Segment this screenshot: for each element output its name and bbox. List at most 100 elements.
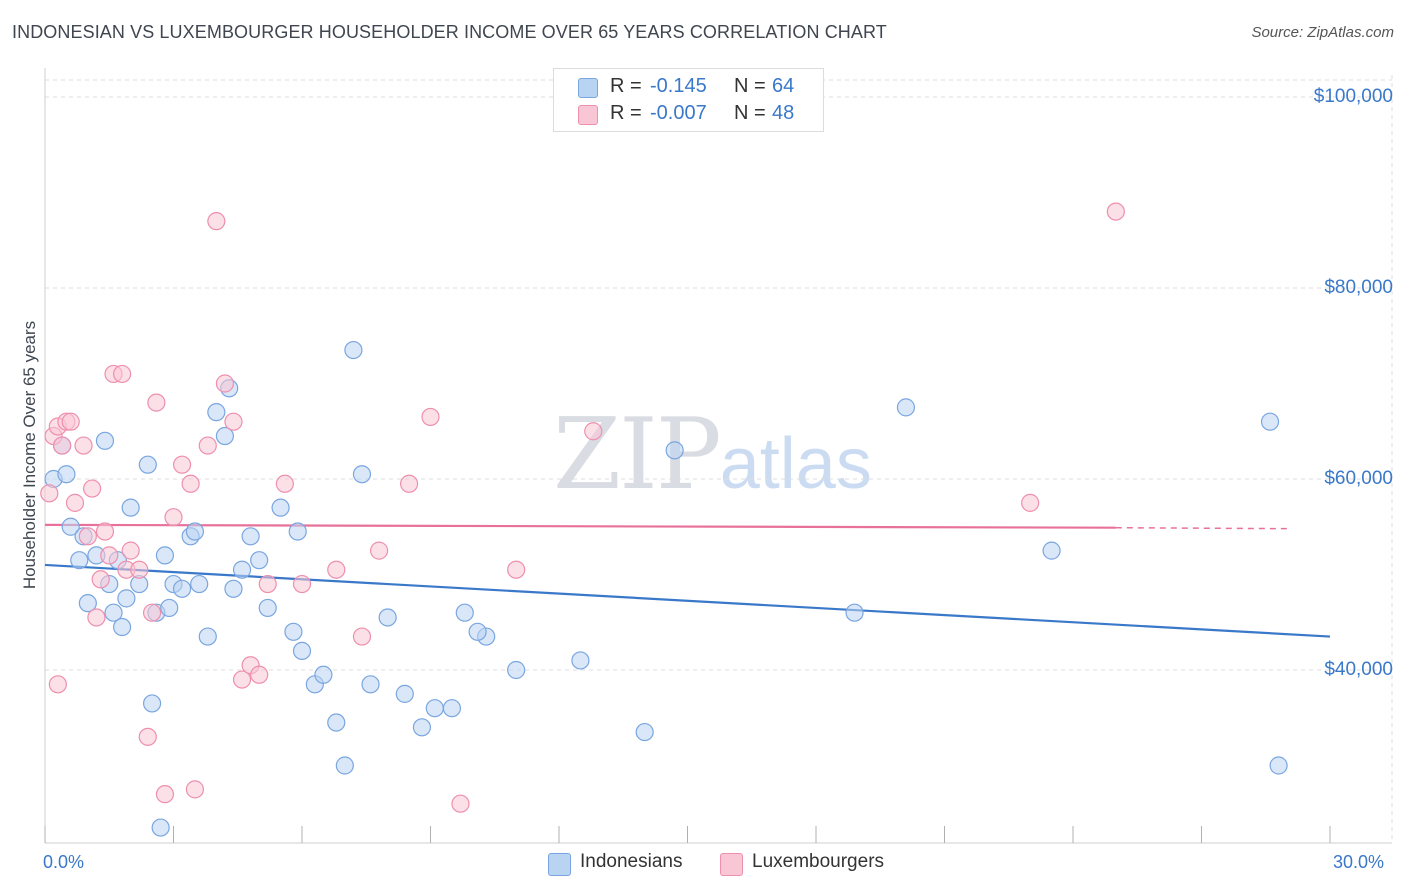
stats-n-value: 48 (772, 102, 795, 124)
watermark: ZIPatlas (553, 405, 872, 504)
point-luxembourgers (185, 780, 205, 799)
point-luxembourgers (61, 412, 80, 431)
point-indonesians (395, 684, 414, 703)
watermark-zip: ZIP (553, 398, 722, 512)
legend-swatch-luxembourgers (720, 853, 743, 876)
data-points (40, 202, 1288, 837)
stats-n-label: N = (734, 75, 766, 97)
trend-line-indonesians (44, 563, 1331, 638)
point-indonesians (151, 818, 170, 837)
legend-label-indonesians: Indonesians (580, 851, 683, 872)
point-luxembourgers (451, 794, 470, 813)
point-indonesians (468, 622, 487, 641)
point-indonesians (344, 340, 363, 360)
stats-swatch-indonesians (578, 78, 598, 98)
point-luxembourgers (83, 479, 102, 498)
point-luxembourgers (215, 374, 234, 393)
point-luxembourgers (78, 527, 97, 546)
stats-n-label: N = (734, 102, 766, 124)
point-indonesians (361, 675, 380, 694)
y-axis-label: Householder Income Over 65 years (20, 320, 39, 590)
point-indonesians (138, 455, 157, 474)
point-indonesians (198, 627, 217, 646)
point-indonesians (571, 651, 590, 670)
point-indonesians (292, 641, 312, 661)
point-luxembourgers (370, 541, 389, 560)
point-luxembourgers (250, 665, 269, 684)
trend-lines (44, 523, 1331, 638)
point-indonesians (117, 589, 136, 608)
point-luxembourgers (232, 670, 252, 689)
point-luxembourgers (292, 574, 312, 594)
x-tick-label-max: 30.0% (1333, 852, 1385, 872)
point-indonesians (95, 431, 115, 450)
point-indonesians (241, 527, 260, 546)
point-indonesians (352, 465, 372, 484)
point-luxembourgers (1106, 202, 1125, 221)
point-luxembourgers (352, 627, 372, 646)
y-tick-label: $100,000 (1313, 86, 1393, 107)
point-indonesians (121, 498, 140, 517)
point-indonesians (635, 722, 654, 742)
point-luxembourgers (100, 546, 119, 565)
point-luxembourgers (327, 560, 346, 579)
point-indonesians (1269, 756, 1288, 775)
trend-line-dashed-luxembourgers (1115, 526, 1288, 530)
trend-line-luxembourgers (44, 523, 1116, 529)
y-tick-label: $60,000 (1324, 468, 1393, 489)
point-indonesians (224, 579, 243, 598)
point-indonesians (160, 598, 179, 618)
stats-r-value: -0.007 (650, 102, 707, 124)
stats-swatch-luxembourgers (578, 105, 598, 125)
point-luxembourgers (207, 212, 226, 231)
point-luxembourgers (507, 560, 526, 579)
point-indonesians (172, 579, 192, 598)
point-luxembourgers (155, 785, 175, 804)
point-luxembourgers (147, 393, 166, 412)
point-luxembourgers (584, 422, 603, 441)
stats-r-label: R = (610, 102, 642, 124)
point-indonesians (70, 551, 89, 570)
stats-n-value: 64 (772, 75, 795, 97)
point-luxembourgers (53, 436, 72, 455)
point-indonesians (215, 426, 234, 446)
point-indonesians (327, 713, 346, 732)
watermark-atlas: atlas (719, 424, 872, 504)
source-label: Source: ZipAtlas.com (1251, 24, 1394, 41)
point-luxembourgers (138, 727, 157, 746)
point-luxembourgers (121, 541, 140, 560)
point-indonesians (112, 617, 132, 637)
point-indonesians (335, 756, 354, 775)
point-indonesians (665, 441, 684, 460)
point-indonesians (57, 465, 76, 484)
point-indonesians (250, 551, 269, 570)
point-indonesians (507, 660, 526, 680)
point-indonesians (314, 665, 333, 684)
point-indonesians (258, 598, 277, 618)
stats-box: R = -0.145 N = 64 R = -0.007 N = 48 (553, 68, 824, 132)
point-indonesians (1042, 541, 1061, 560)
point-indonesians (425, 699, 444, 718)
point-indonesians (896, 398, 916, 417)
point-indonesians (284, 622, 303, 641)
point-indonesians (288, 522, 307, 541)
y-tick-label: $40,000 (1324, 659, 1393, 680)
point-indonesians (1260, 412, 1280, 431)
point-luxembourgers (275, 474, 294, 493)
point-luxembourgers (48, 675, 67, 694)
x-tick-label-min: 0.0% (43, 852, 85, 872)
y-tick-label: $80,000 (1324, 277, 1393, 298)
point-indonesians (185, 522, 205, 541)
point-luxembourgers (142, 603, 162, 622)
legend-label-luxembourgers: Luxembourgers (752, 851, 885, 872)
point-luxembourgers (65, 493, 85, 512)
point-indonesians (232, 560, 252, 579)
point-indonesians (61, 517, 80, 536)
point-luxembourgers (91, 570, 110, 589)
point-luxembourgers (399, 474, 419, 493)
point-indonesians (412, 718, 432, 737)
point-indonesians (455, 603, 474, 622)
point-indonesians (78, 594, 97, 613)
point-luxembourgers (40, 484, 59, 503)
point-luxembourgers (164, 508, 183, 527)
